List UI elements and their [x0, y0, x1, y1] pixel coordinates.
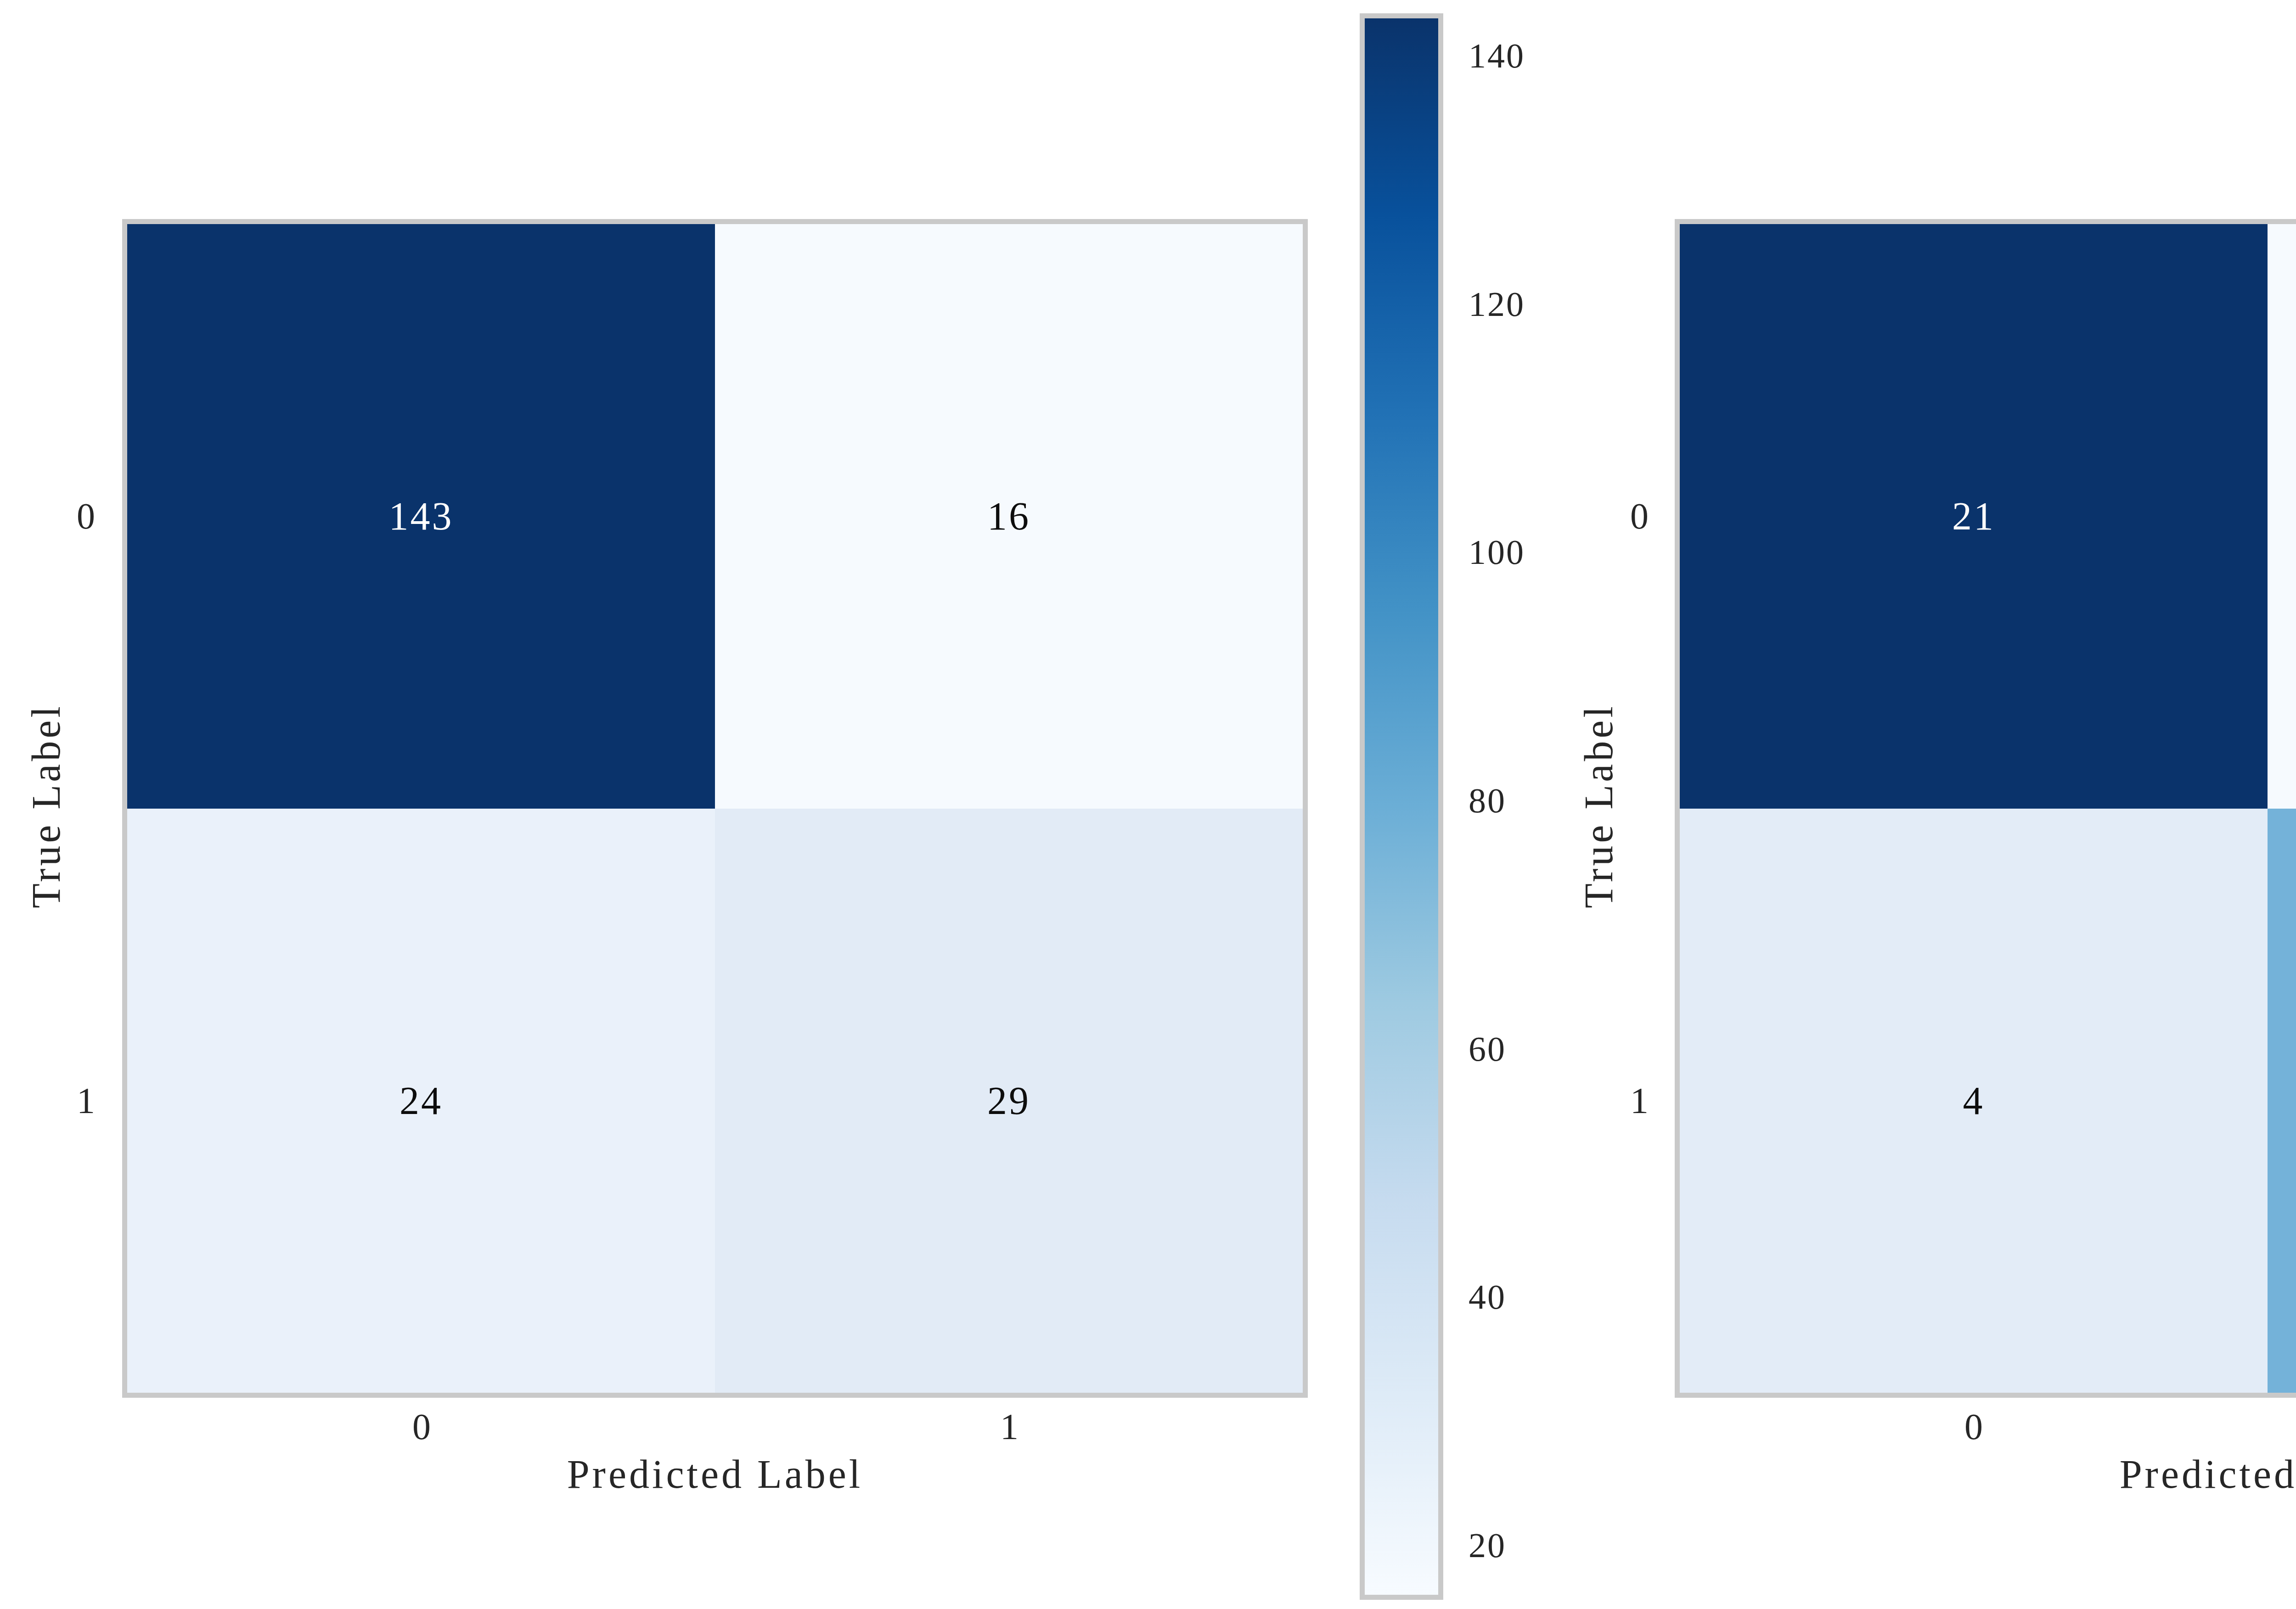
y-tick-label: 0	[1630, 495, 1649, 537]
matrix-cell-1-1: 29	[715, 809, 1303, 1393]
matrix-cell-0-1: 16	[715, 224, 1303, 809]
colorbar-gradient	[1365, 18, 1438, 1595]
heatmap-axes: 143 16 24 29	[122, 219, 1308, 1398]
matrix-cell-0-0: 143	[127, 224, 715, 809]
colorbar	[1360, 13, 1443, 1600]
y-axis-label: True Label	[1576, 703, 1622, 908]
matrix-cell-0-0: 21	[1680, 224, 2268, 809]
y-tick-label: 1	[77, 1080, 95, 1122]
colorbar-tick-label: 40	[1469, 1277, 1506, 1317]
y-axis-label: True Label	[23, 703, 69, 908]
x-tick-label: 0	[1964, 1406, 1983, 1448]
y-tick-label: 1	[1630, 1080, 1649, 1122]
x-axis-label: Predicted Label	[122, 1451, 1308, 1497]
matrix-cell-1-0: 24	[127, 809, 715, 1393]
matrix-cell-0-1: 2	[2268, 224, 2296, 809]
colorbar-tick-labels: 140 120 100 80 60 40 20	[1469, 18, 1661, 1595]
colorbar-tick-label: 120	[1469, 284, 1525, 324]
figure-confusion-matrices: 143 16 24 29 0 1 0 1 Predicted Label Tru…	[0, 0, 2296, 1609]
matrix-cell-1-0: 4	[1680, 809, 2268, 1393]
colorbar-tick-label: 100	[1469, 532, 1525, 572]
matrix-cell-1-1: 11	[2268, 809, 2296, 1393]
x-tick-label: 0	[412, 1406, 431, 1448]
x-axis-label: Predicted Label	[1675, 1451, 2296, 1497]
x-tick-label: 1	[1000, 1406, 1019, 1448]
colorbar-tick-label: 80	[1469, 780, 1506, 820]
colorbar-tick-label: 140	[1469, 36, 1525, 76]
heatmap-axes: 21 2 4 11	[1675, 219, 2296, 1398]
colorbar-tick-label: 60	[1469, 1029, 1506, 1069]
y-tick-label: 0	[77, 495, 95, 537]
colorbar-tick-label: 20	[1469, 1525, 1506, 1565]
